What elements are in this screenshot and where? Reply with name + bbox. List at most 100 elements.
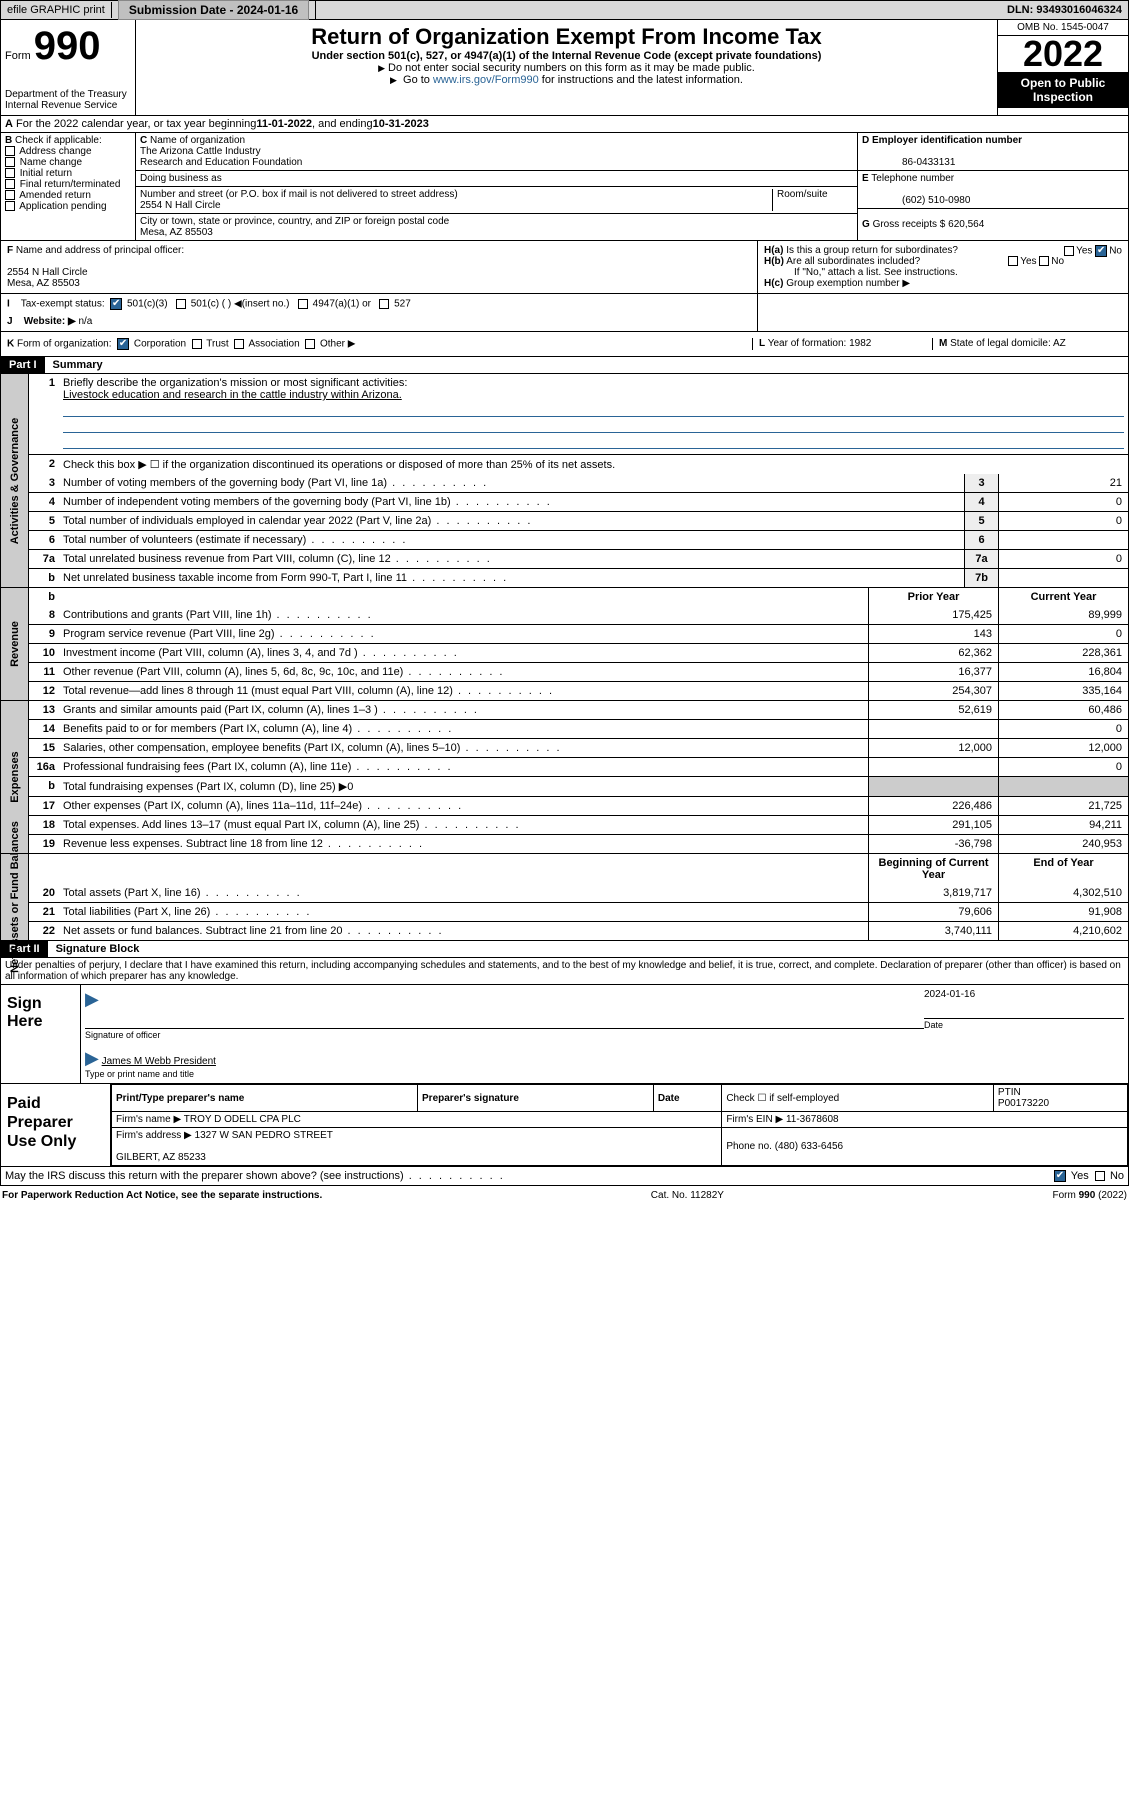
chk-corp[interactable]: ✔ (117, 338, 129, 350)
org-name-1: The Arizona Cattle Industry (140, 146, 261, 157)
part-i-governance: Activities & Governance 1 Briefly descri… (0, 374, 1129, 588)
phone: (602) 510-0980 (862, 195, 970, 206)
hb-yes[interactable] (1008, 256, 1018, 266)
form-header: Form 990 Department of the Treasury Inte… (0, 20, 1129, 116)
chk-final-return[interactable] (5, 179, 15, 189)
paid-preparer-label: Paid Preparer Use Only (1, 1084, 111, 1166)
prep-self-emp[interactable]: Check ☐ if self-employed (722, 1085, 994, 1112)
line-9: 9 Program service revenue (Part VIII, li… (29, 624, 1128, 643)
chk-amended-return[interactable] (5, 190, 15, 200)
chk-name-change[interactable] (5, 157, 15, 167)
line-8: 8 Contributions and grants (Part VIII, l… (29, 606, 1128, 624)
firm-ein: 11-3678608 (786, 1114, 839, 1125)
ha-yes[interactable] (1064, 246, 1074, 256)
col-current-year: Current Year (998, 588, 1128, 606)
street: 2554 N Hall Circle (140, 200, 221, 211)
ptin: P00173220 (998, 1098, 1049, 1109)
part-i-revenue: Revenue b Prior Year Current Year 8 Cont… (0, 588, 1129, 701)
firm-addr2: GILBERT, AZ 85233 (116, 1152, 206, 1163)
line-13: 13 Grants and similar amounts paid (Part… (29, 701, 1128, 719)
section-klm: K Form of organization: ✔ Corporation Tr… (0, 332, 1129, 357)
line-22: 22 Net assets or fund balances. Subtract… (29, 921, 1128, 940)
year-formation: 1982 (849, 338, 871, 349)
chk-address-change[interactable] (5, 146, 15, 156)
line-7a: 7a Total unrelated business revenue from… (29, 549, 1128, 568)
section-bcde: B Check if applicable: Address change Na… (0, 133, 1129, 241)
gross-label: Gross receipts $ (873, 219, 946, 230)
page-footer: For Paperwork Reduction Act Notice, see … (0, 1186, 1129, 1205)
ssn-note: Do not enter social security numbers on … (140, 62, 993, 74)
paid-preparer-block: Paid Preparer Use Only Print/Type prepar… (0, 1084, 1129, 1167)
discuss-yes[interactable]: ✔ (1054, 1170, 1066, 1182)
dept-treasury: Department of the Treasury (5, 89, 131, 100)
chk-trust[interactable] (192, 339, 202, 349)
tax-year: 2022 (998, 36, 1128, 72)
firm-addr1: 1327 W SAN PEDRO STREET (195, 1130, 333, 1141)
sig-officer-line[interactable]: Signature of officer (85, 1028, 924, 1040)
chk-527[interactable] (379, 299, 389, 309)
hb-no[interactable] (1039, 256, 1049, 266)
chk-501c3[interactable]: ✔ (110, 298, 122, 310)
org-name-2: Research and Education Foundation (140, 157, 302, 168)
officer-addr1: 2554 N Hall Circle (7, 267, 88, 278)
part-ii-header: Part II Signature Block (0, 941, 1129, 958)
firm-name: TROY D ODELL CPA PLC (184, 1114, 301, 1125)
website: n/a (78, 316, 92, 327)
ein-label: Employer identification number (872, 135, 1022, 146)
state-domicile: AZ (1053, 338, 1066, 349)
part-i-expenses: Expenses 13 Grants and similar amounts p… (0, 701, 1129, 854)
top-bar: efile GRAPHIC print Submission Date - 20… (0, 0, 1129, 20)
ein: 86-0433131 (862, 157, 955, 168)
col-boy: Beginning of Current Year (868, 854, 998, 884)
col-prior-year: Prior Year (868, 588, 998, 606)
chk-4947[interactable] (298, 299, 308, 309)
irs-link[interactable]: www.irs.gov/Form990 (433, 74, 539, 86)
ha-no[interactable]: ✔ (1095, 245, 1107, 257)
sig-date-line: Date (924, 1018, 1124, 1030)
perjury-declaration: Under penalties of perjury, I declare th… (0, 958, 1129, 985)
submission-cell: Submission Date - 2024-01-16 (112, 1, 316, 19)
discuss-no[interactable] (1095, 1171, 1105, 1181)
cat-no: Cat. No. 11282Y (651, 1190, 724, 1201)
goto-note: Go to www.irs.gov/Form990 for instructio… (140, 74, 993, 86)
form-label: Form (5, 50, 31, 62)
chk-app-pending[interactable] (5, 201, 15, 211)
prep-name-h: Print/Type preparer's name (112, 1085, 418, 1112)
side-expenses: Expenses (9, 751, 21, 802)
ha-label: Is this a group return for subordinates? (786, 245, 958, 256)
part-i-netassets: Net Assets or Fund Balances Beginning of… (0, 854, 1129, 941)
preparer-table: Print/Type preparer's name Preparer's si… (111, 1084, 1128, 1166)
form-subtitle: Under section 501(c), 527, or 4947(a)(1)… (140, 50, 993, 62)
section-fh: F Name and address of principal officer:… (0, 241, 1129, 294)
city-label: City or town, state or province, country… (140, 216, 449, 227)
hc-label: Group exemption number ▶ (786, 278, 910, 289)
mission-label: Briefly describe the organization's miss… (63, 377, 407, 389)
chk-assoc[interactable] (234, 339, 244, 349)
dba: Doing business as (136, 171, 857, 187)
chk-initial-return[interactable] (5, 168, 15, 178)
line-6: 6 Total number of volunteers (estimate i… (29, 530, 1128, 549)
submission-button[interactable]: Submission Date - 2024-01-16 (118, 0, 309, 20)
line-17: 17 Other expenses (Part IX, column (A), … (29, 796, 1128, 815)
gross-receipts: 620,564 (948, 219, 984, 230)
chk-other[interactable] (305, 339, 315, 349)
open-to-public: Open to Public Inspection (998, 72, 1128, 108)
prep-date-h: Date (653, 1085, 721, 1112)
line-14: 14 Benefits paid to or for members (Part… (29, 719, 1128, 738)
col-eoy: End of Year (998, 854, 1128, 884)
line-3: 3 Number of voting members of the govern… (29, 474, 1128, 492)
room-suite-label: Room/suite (773, 189, 853, 211)
line-2: Check this box ▶ ☐ if the organization d… (59, 455, 1128, 474)
hb-note: If "No," attach a list. See instructions… (764, 267, 958, 278)
may-irs-discuss: May the IRS discuss this return with the… (0, 1167, 1129, 1186)
efile-label: efile GRAPHIC print (1, 2, 112, 18)
form-number: 990 (34, 24, 101, 68)
form-ref: Form 990 (2022) (1053, 1190, 1127, 1201)
mission-text: Livestock education and research in the … (63, 389, 402, 401)
paperwork-notice: For Paperwork Reduction Act Notice, see … (2, 1190, 322, 1201)
officer-label: Name and address of principal officer: (16, 245, 184, 256)
chk-501c[interactable] (176, 299, 186, 309)
type-name-label: Type or print name and title (85, 1069, 1124, 1079)
line-12: 12 Total revenue—add lines 8 through 11 … (29, 681, 1128, 700)
box-b: B Check if applicable: Address change Na… (1, 133, 136, 240)
